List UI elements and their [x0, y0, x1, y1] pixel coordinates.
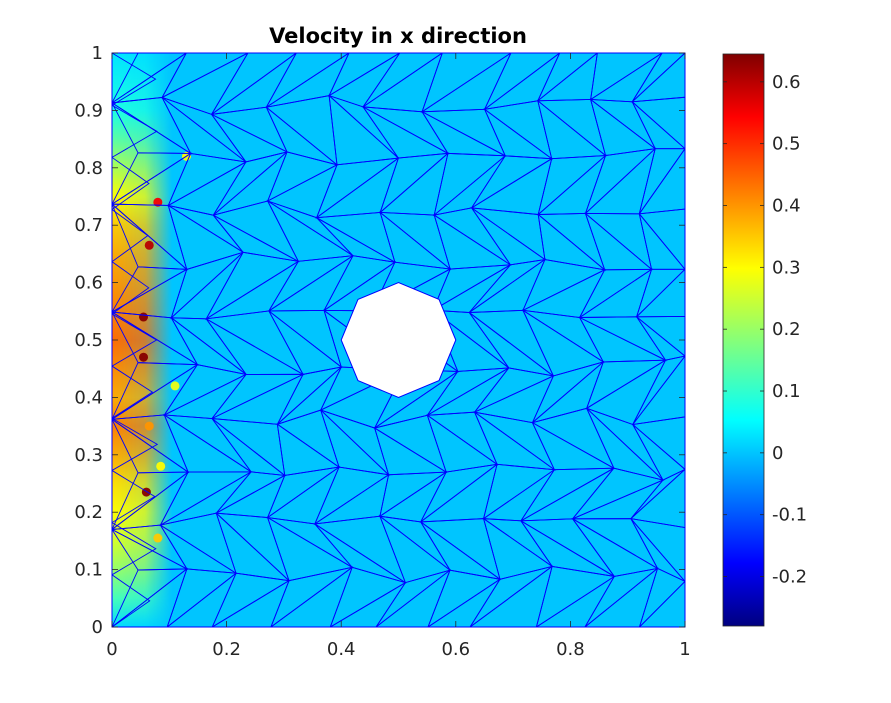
hot-spots — [139, 151, 191, 543]
mesh-triangle — [112, 261, 150, 315]
y-tick-label: 0.5 — [74, 330, 103, 351]
mesh-triangle — [112, 313, 158, 367]
near-wall-band — [112, 53, 172, 627]
hot-spot-8 — [156, 461, 166, 471]
hot-spot-2 — [144, 421, 154, 431]
hole-octagon — [340, 282, 457, 398]
mesh-triangle — [112, 417, 159, 471]
hot-spot-4 — [139, 312, 149, 322]
y-tick-label: 0.8 — [74, 158, 103, 179]
mesh-triangle — [421, 53, 512, 113]
mesh-triangle — [112, 469, 156, 524]
colorbar-tick-label: -0.2 — [772, 567, 807, 588]
y-tick-label: 0.9 — [74, 100, 103, 121]
colorbar-tick-label: -0.1 — [772, 505, 807, 526]
mesh-triangle — [112, 522, 157, 576]
mesh-triangle — [112, 208, 149, 263]
colorbar-tick-label: 0 — [772, 443, 783, 464]
mesh-triangle — [265, 53, 350, 108]
mesh-triangle — [112, 574, 151, 627]
x-axis: 0 0.2 0.4 0.6 0.8 1 — [106, 53, 691, 660]
mesh-triangle — [484, 53, 561, 110]
colorbar-tick-label: 0.6 — [772, 72, 801, 93]
hot-spot-3 — [139, 352, 149, 362]
hot-spot-5 — [144, 240, 154, 250]
y-tick-label: 0.3 — [74, 445, 103, 466]
hot-spot-1 — [153, 533, 163, 543]
y-tick-label: 1 — [92, 43, 103, 64]
x-tick-label: 0.4 — [327, 639, 356, 660]
colorbar-tick-label: 0.4 — [772, 196, 801, 217]
mesh-triangle — [112, 365, 154, 419]
mesh-triangle — [112, 104, 158, 158]
x-tick-label: 1 — [679, 639, 690, 660]
x-tick-label: 0.6 — [441, 639, 470, 660]
colorbar-gradient — [722, 53, 765, 627]
mesh-triangle — [112, 53, 188, 104]
chart-title: Velocity in x direction — [269, 24, 527, 48]
y-tick-label: 0.6 — [74, 273, 103, 294]
hot-spot-9 — [170, 381, 180, 391]
colorbar-tick-label: 0.2 — [772, 319, 801, 340]
mesh-triangle — [112, 156, 150, 211]
colorbar-tick-label: 0.3 — [772, 257, 801, 278]
y-tick-label: 0.7 — [74, 215, 103, 236]
mesh-triangle — [362, 53, 444, 108]
y-tick-label: 0.2 — [74, 502, 103, 523]
y-tick-label: 0 — [92, 617, 103, 638]
x-tick-label: 0 — [106, 639, 117, 660]
colorbar-ticks: -0.2 -0.1 0 0.1 0.2 0.3 0.4 0.5 0.6 — [723, 72, 807, 588]
hot-spot-0 — [141, 487, 151, 497]
x-tick-label: 0.8 — [556, 639, 585, 660]
mesh-triangle — [590, 53, 663, 101]
mesh-triangle — [537, 53, 599, 102]
mesh-triangle — [631, 53, 685, 103]
hot-spot-6 — [153, 197, 163, 207]
y-axis: 0 0.1 0.2 0.3 0.4 0.5 0.6 0.7 0.8 0.9 1 — [74, 43, 685, 638]
y-tick-label: 0.4 — [74, 387, 103, 408]
plot-area — [112, 53, 685, 627]
mesh-triangle — [161, 53, 249, 99]
y-tick-label: 0.1 — [74, 560, 103, 581]
mesh-triangle — [211, 53, 298, 115]
colorbar: -0.2 -0.1 0 0.1 0.2 0.3 0.4 0.5 0.6 — [722, 53, 807, 627]
colorbar-tick-label: 0.5 — [772, 134, 801, 155]
mesh-triangle — [112, 53, 157, 106]
mesh-triangle — [328, 53, 401, 97]
x-tick-label: 0.2 — [212, 639, 241, 660]
colorbar-tick-label: 0.1 — [772, 381, 801, 402]
